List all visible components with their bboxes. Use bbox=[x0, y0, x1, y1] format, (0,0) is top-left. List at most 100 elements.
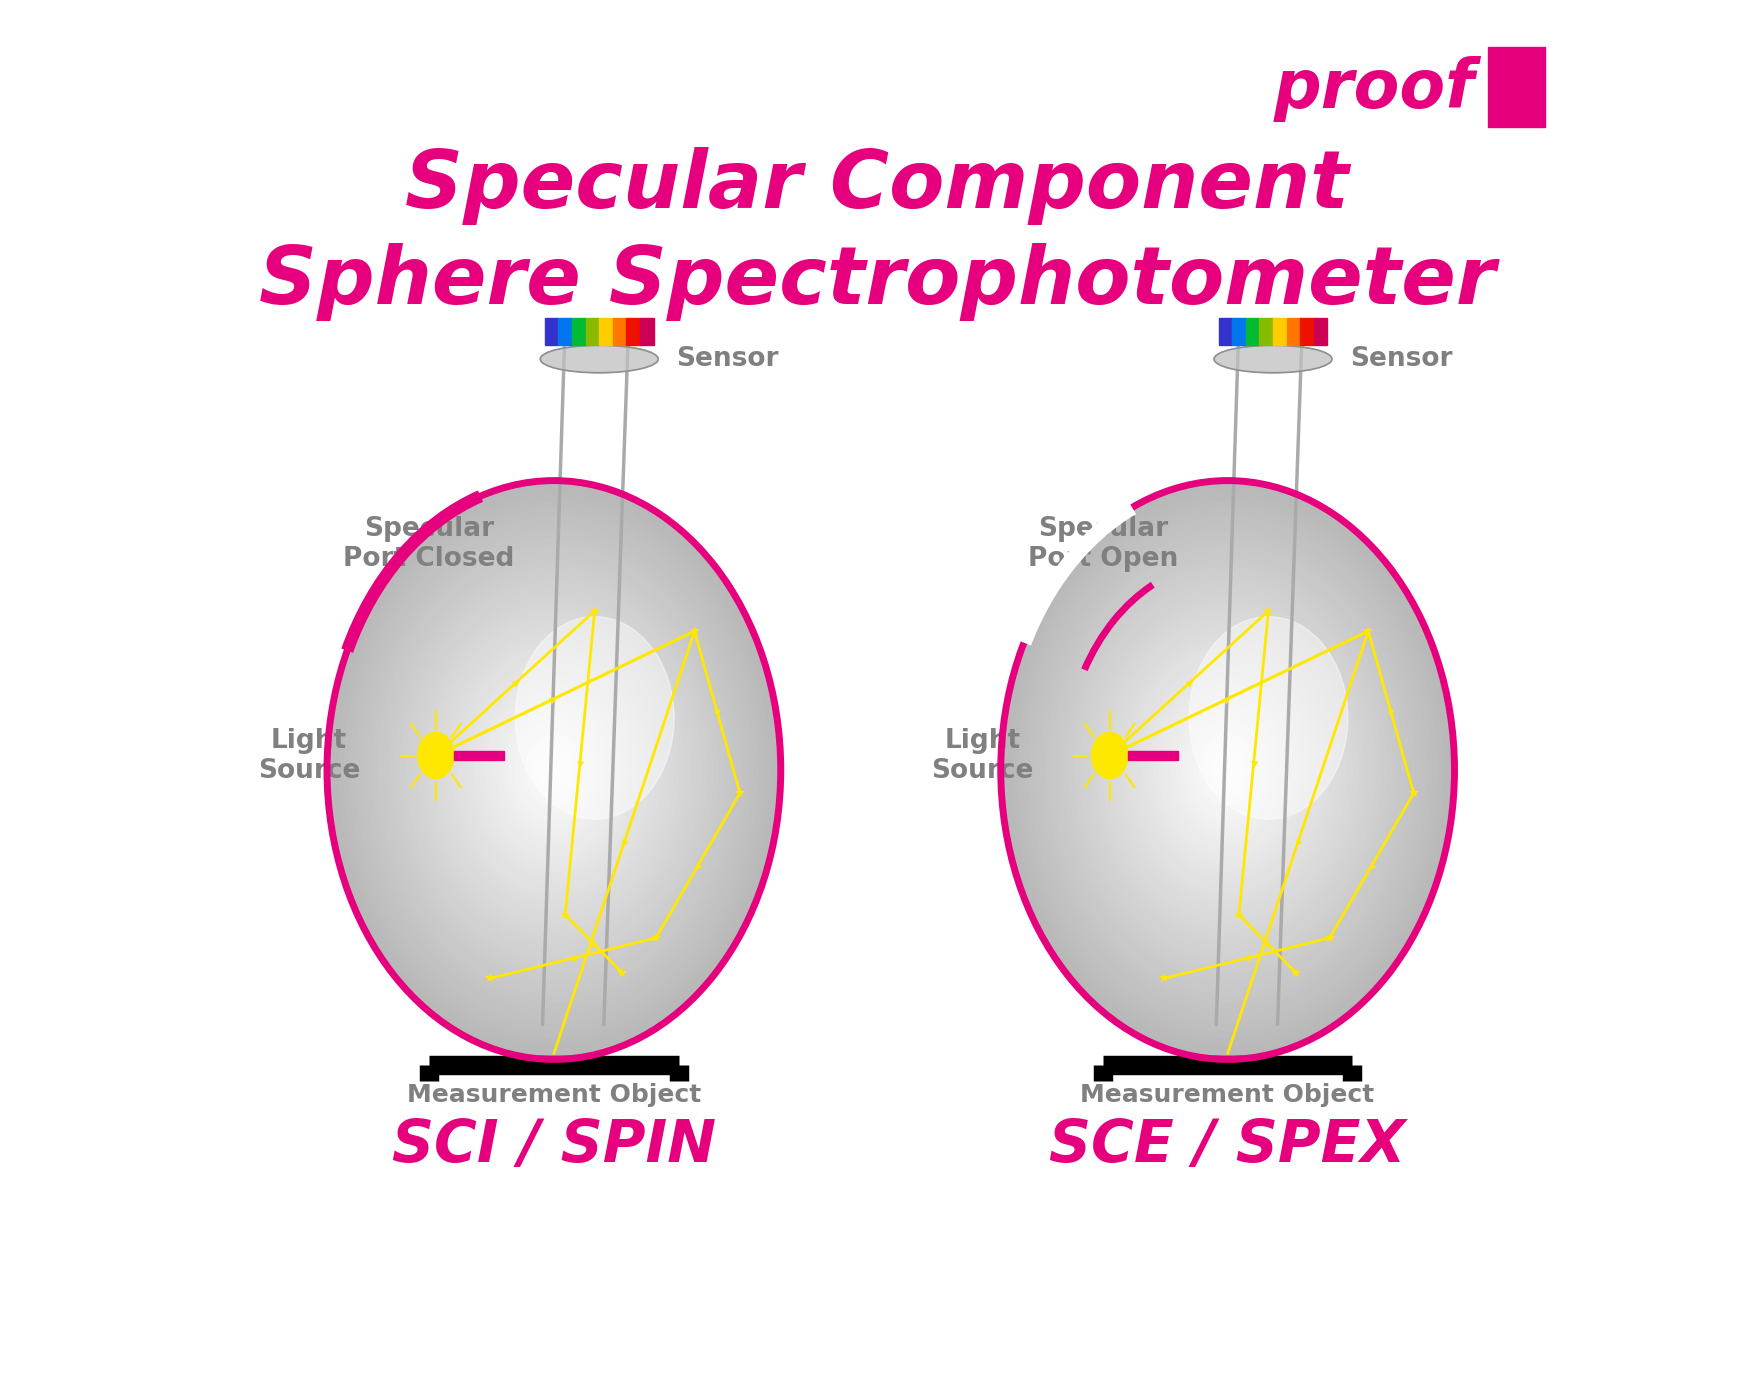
Bar bbox=[600, 318, 612, 345]
Ellipse shape bbox=[1030, 517, 1426, 1023]
Ellipse shape bbox=[361, 524, 747, 1016]
Ellipse shape bbox=[1103, 610, 1352, 930]
Ellipse shape bbox=[389, 560, 719, 980]
Ellipse shape bbox=[1080, 582, 1375, 958]
Ellipse shape bbox=[468, 661, 638, 879]
Ellipse shape bbox=[540, 345, 658, 373]
Ellipse shape bbox=[1182, 712, 1273, 828]
Bar bbox=[1273, 318, 1287, 345]
Ellipse shape bbox=[344, 502, 763, 1038]
Ellipse shape bbox=[395, 568, 712, 972]
Ellipse shape bbox=[475, 668, 633, 872]
Ellipse shape bbox=[549, 763, 560, 777]
Text: Specular Component: Specular Component bbox=[405, 147, 1349, 224]
Text: Sphere Spectrophotometer: Sphere Spectrophotometer bbox=[258, 243, 1496, 320]
Ellipse shape bbox=[400, 575, 707, 965]
Ellipse shape bbox=[417, 733, 454, 778]
Ellipse shape bbox=[1035, 524, 1421, 1016]
Ellipse shape bbox=[486, 683, 623, 857]
Text: SCI / SPIN: SCI / SPIN bbox=[391, 1118, 716, 1174]
Ellipse shape bbox=[384, 553, 724, 987]
Ellipse shape bbox=[333, 488, 775, 1052]
Ellipse shape bbox=[514, 719, 593, 821]
Ellipse shape bbox=[491, 690, 616, 850]
Ellipse shape bbox=[1126, 639, 1330, 901]
Bar bbox=[454, 752, 503, 759]
Bar bbox=[626, 318, 640, 345]
Ellipse shape bbox=[367, 531, 740, 1009]
Ellipse shape bbox=[446, 632, 661, 908]
Bar bbox=[1487, 47, 1545, 126]
Ellipse shape bbox=[356, 517, 752, 1023]
Bar bbox=[1219, 318, 1231, 345]
Ellipse shape bbox=[503, 705, 605, 835]
Ellipse shape bbox=[509, 712, 600, 828]
Ellipse shape bbox=[1002, 481, 1454, 1059]
Bar bbox=[572, 318, 586, 345]
Ellipse shape bbox=[526, 734, 582, 806]
Ellipse shape bbox=[531, 741, 577, 799]
Bar bbox=[1231, 318, 1245, 345]
Ellipse shape bbox=[1154, 676, 1301, 864]
Text: Measurement Object: Measurement Object bbox=[1080, 1082, 1375, 1107]
Text: Measurement Object: Measurement Object bbox=[407, 1082, 702, 1107]
Ellipse shape bbox=[412, 588, 696, 952]
Ellipse shape bbox=[458, 648, 651, 892]
Text: Specular
Port Closed: Specular Port Closed bbox=[344, 516, 514, 572]
Ellipse shape bbox=[407, 582, 702, 958]
Text: SCE / SPEX: SCE / SPEX bbox=[1049, 1118, 1407, 1174]
Ellipse shape bbox=[339, 495, 770, 1045]
Bar bbox=[1287, 318, 1300, 345]
Ellipse shape bbox=[423, 604, 684, 936]
Ellipse shape bbox=[1189, 616, 1347, 820]
Ellipse shape bbox=[1075, 575, 1380, 965]
Ellipse shape bbox=[1142, 661, 1312, 879]
Ellipse shape bbox=[1091, 733, 1128, 778]
Ellipse shape bbox=[516, 616, 674, 820]
Ellipse shape bbox=[496, 697, 610, 843]
Bar bbox=[586, 318, 600, 345]
Ellipse shape bbox=[349, 510, 758, 1030]
Bar bbox=[1259, 318, 1273, 345]
Ellipse shape bbox=[1205, 741, 1251, 799]
Ellipse shape bbox=[481, 676, 628, 864]
Ellipse shape bbox=[1216, 755, 1238, 785]
Ellipse shape bbox=[372, 539, 735, 1001]
Ellipse shape bbox=[1119, 632, 1335, 908]
Ellipse shape bbox=[1187, 719, 1268, 821]
Ellipse shape bbox=[440, 626, 667, 914]
Ellipse shape bbox=[542, 755, 565, 785]
Text: proof: proof bbox=[1273, 56, 1475, 122]
Bar bbox=[612, 318, 626, 345]
Ellipse shape bbox=[1109, 617, 1347, 923]
Ellipse shape bbox=[453, 639, 656, 901]
Ellipse shape bbox=[1214, 345, 1331, 373]
Ellipse shape bbox=[435, 617, 674, 923]
Ellipse shape bbox=[1023, 510, 1431, 1030]
Ellipse shape bbox=[326, 481, 781, 1059]
Text: Specular
Port Open: Specular Port Open bbox=[1028, 516, 1179, 572]
Ellipse shape bbox=[1012, 495, 1444, 1045]
Ellipse shape bbox=[1114, 626, 1342, 914]
Ellipse shape bbox=[1040, 531, 1415, 1009]
Ellipse shape bbox=[537, 748, 570, 792]
Bar bbox=[1245, 318, 1259, 345]
Ellipse shape bbox=[1007, 488, 1449, 1052]
Ellipse shape bbox=[1137, 654, 1319, 886]
Ellipse shape bbox=[1052, 546, 1403, 994]
Ellipse shape bbox=[1063, 560, 1393, 980]
Bar bbox=[1300, 318, 1314, 345]
Ellipse shape bbox=[1091, 597, 1365, 943]
Ellipse shape bbox=[1131, 648, 1324, 892]
Ellipse shape bbox=[1045, 539, 1408, 1001]
Bar bbox=[545, 318, 558, 345]
Ellipse shape bbox=[379, 546, 730, 994]
Text: Light
Source: Light Source bbox=[258, 727, 360, 784]
Ellipse shape bbox=[1068, 568, 1386, 972]
Ellipse shape bbox=[1210, 748, 1245, 792]
Bar bbox=[640, 318, 654, 345]
Ellipse shape bbox=[1165, 690, 1289, 850]
Text: Sensor: Sensor bbox=[1351, 346, 1452, 373]
Ellipse shape bbox=[519, 726, 588, 814]
Ellipse shape bbox=[1058, 553, 1398, 987]
